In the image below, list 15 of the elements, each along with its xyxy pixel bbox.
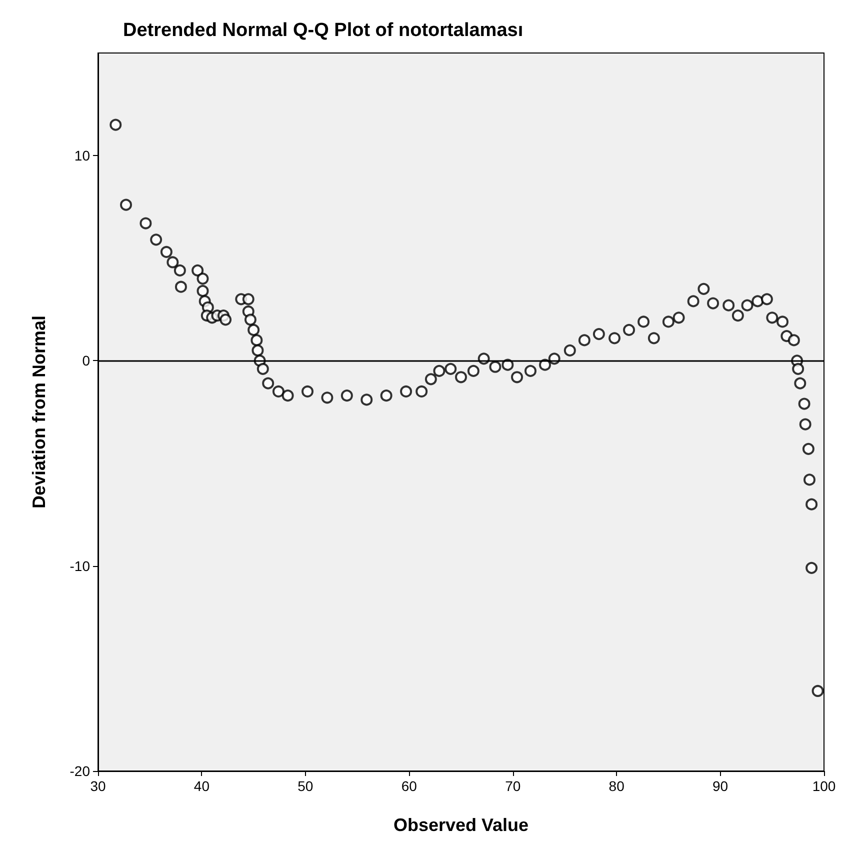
- x-tick-label: 80: [608, 778, 625, 794]
- x-tick-label: 70: [505, 778, 521, 794]
- y-tick-label: -20: [70, 763, 90, 779]
- x-tick-label: 40: [194, 778, 210, 794]
- x-axis-title: Observed Value: [393, 815, 529, 835]
- x-tick-label: 50: [298, 778, 314, 794]
- y-axis-title: Deviation from Normal: [29, 315, 49, 509]
- y-tick-label: -10: [70, 558, 90, 574]
- y-tick-label: 10: [74, 148, 90, 164]
- x-tick-label: 100: [812, 778, 836, 794]
- x-tick-label: 30: [90, 778, 106, 794]
- y-tick-label: 0: [82, 352, 90, 369]
- x-tick-label: 60: [401, 778, 418, 794]
- chart-title: Detrended Normal Q-Q Plot of notortalaması: [123, 20, 524, 41]
- x-tick-label: 90: [712, 778, 728, 794]
